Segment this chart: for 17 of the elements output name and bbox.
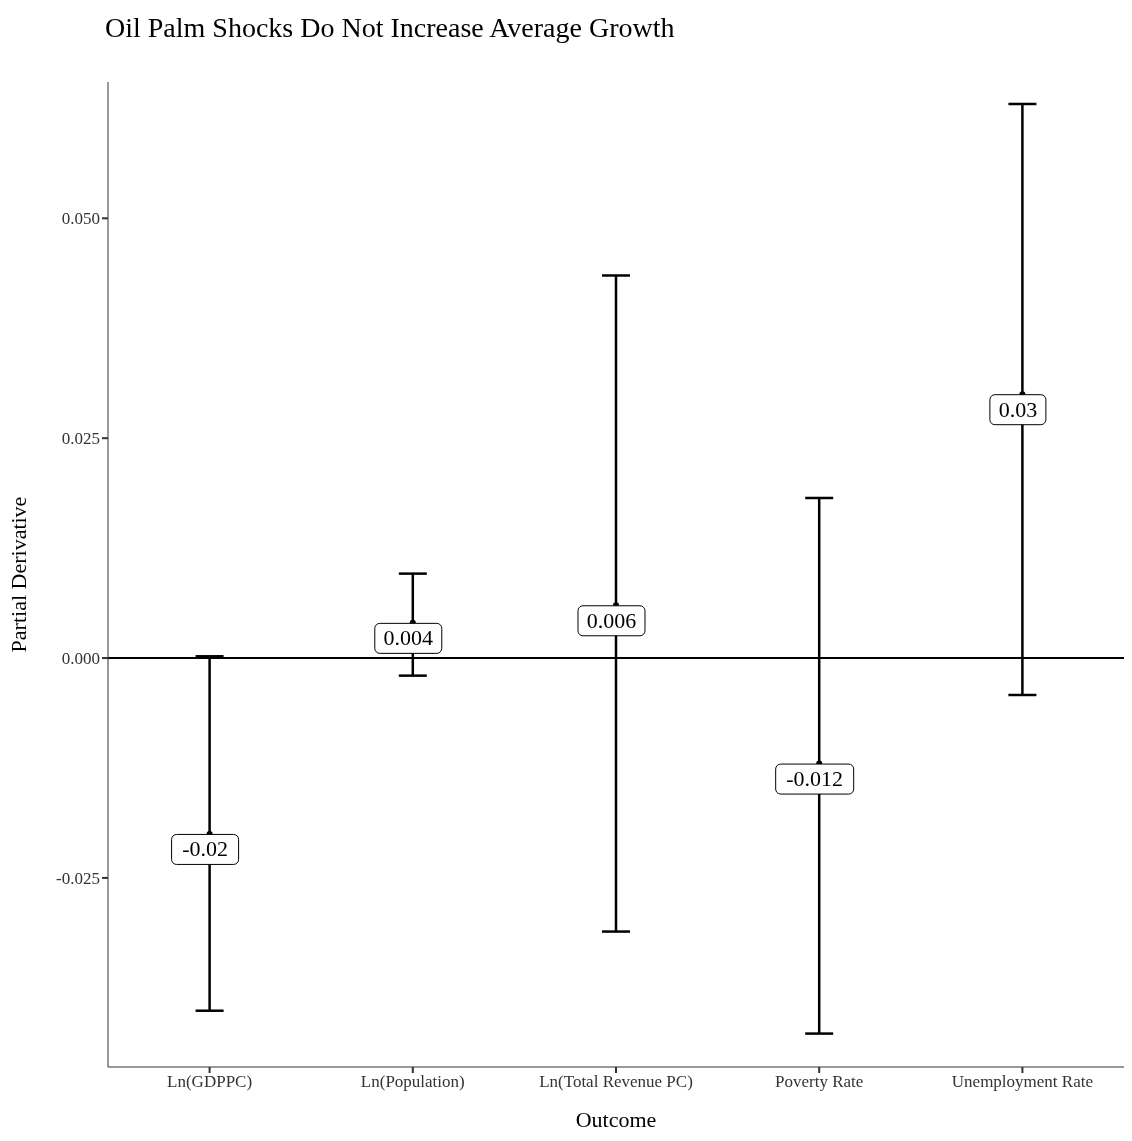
data-label: -0.02 <box>182 836 228 862</box>
y-tick-label: 0.000 <box>61 649 100 669</box>
x-tick-label: Ln(Population) <box>360 1072 465 1092</box>
data-label: 0.004 <box>383 625 434 651</box>
x-tick-label: Poverty Rate <box>775 1072 864 1092</box>
data-label: 0.03 <box>998 396 1038 422</box>
y-tick-label: 0.025 <box>61 429 100 449</box>
y-tick-label: -0.025 <box>56 868 100 888</box>
chart-title: Oil Palm Shocks Do Not Increase Average Growth <box>104 11 676 45</box>
y-tick-label: 0.050 <box>61 209 100 229</box>
x-tick-label: Ln(GDPPC) <box>167 1072 253 1092</box>
x-tick-label: Unemployment Rate <box>951 1072 1093 1092</box>
x-axis-title: Outcome <box>575 1107 657 1132</box>
data-label: -0.012 <box>786 766 844 792</box>
x-tick-label: Ln(Total Revenue PC) <box>539 1072 693 1092</box>
y-axis-title: Partial Derivative <box>5 496 31 653</box>
data-label: 0.006 <box>586 607 637 633</box>
